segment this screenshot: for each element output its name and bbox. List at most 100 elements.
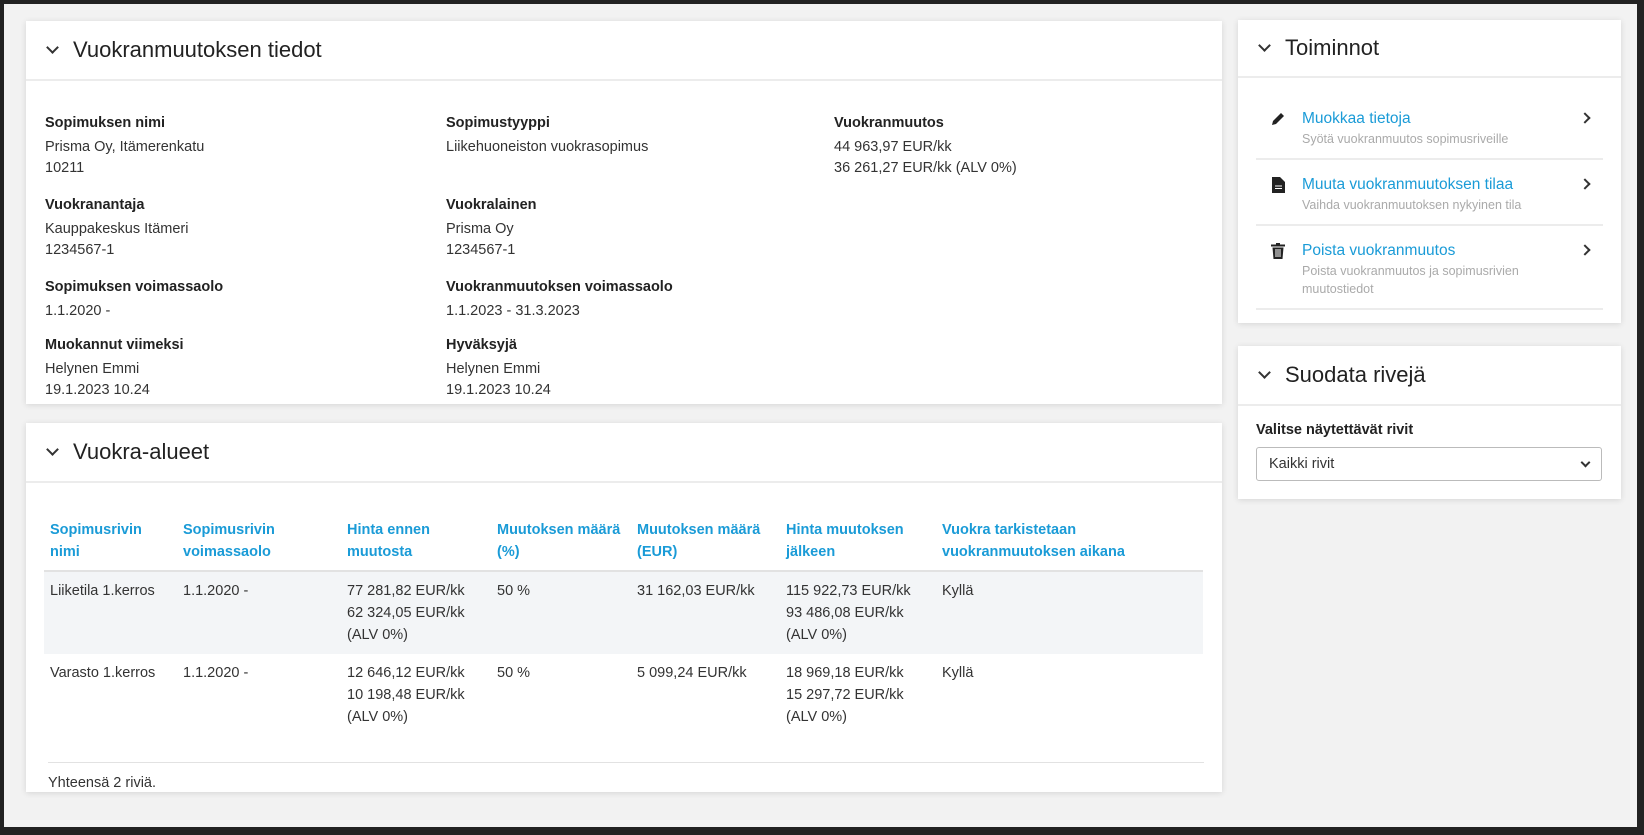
actions-header[interactable]: Toiminnot xyxy=(1238,20,1621,78)
action-item[interactable]: Poista vuokranmuutos Poista vuokranmuutos… xyxy=(1256,226,1603,310)
trash-icon xyxy=(1270,243,1286,259)
chevron-down-icon[interactable] xyxy=(1258,38,1271,52)
column-header[interactable]: Hinta ennen muutosta xyxy=(341,511,491,572)
action-title[interactable]: Poista vuokranmuutos xyxy=(1302,242,1456,259)
rows-select-value: Kaikki rivit xyxy=(1269,456,1335,472)
detail-value: 44 963,97 EUR/kk xyxy=(834,139,952,155)
chevron-down-icon xyxy=(1580,457,1591,468)
detail-field: Vuokranmuutoksen voimassaolo 1.1.2023 - 3… xyxy=(446,277,673,322)
detail-label: Vuokranmuutos xyxy=(834,115,944,131)
filter-label: Valitse näytettävät rivit xyxy=(1256,422,1414,438)
action-subtitle: Vaihda vuokranmuutoksen nykyinen tila xyxy=(1302,198,1522,212)
detail-label: Muokannut viimeksi xyxy=(45,337,184,353)
details-card: Vuokranmuutoksen tiedot Sopimuksen nimi P… xyxy=(26,21,1222,404)
column-header[interactable]: Hinta muutoksen jälkeen xyxy=(780,511,936,572)
cell-pct: 50 % xyxy=(497,665,531,681)
table-row[interactable]: Varasto 1.kerros 1.1.2020 - 12 646,12 EUR/… xyxy=(44,654,1203,736)
cell-pct: 50 % xyxy=(491,571,631,654)
price-line: 93 486,08 EUR/kk xyxy=(786,605,904,621)
price-line: 15 297,72 EUR/kk xyxy=(786,687,904,703)
table-header-row: Sopimusrivin nimi Sopimusrivin voimassaol… xyxy=(44,511,1203,572)
price-line: (ALV 0%) xyxy=(347,627,408,643)
detail-value: Helynen Emmi xyxy=(446,361,541,377)
column-header[interactable]: Vuokra tarkistetaan vuokranmuutoksen aik… xyxy=(936,511,1203,572)
detail-value: Prisma Oy xyxy=(446,221,514,237)
detail-value: 1.1.2020 - xyxy=(45,303,111,319)
action-title[interactable]: Muuta vuokranmuutoksen tilaa xyxy=(1302,176,1514,193)
chevron-down-icon[interactable] xyxy=(46,442,59,456)
cell-after: 18 969,18 EUR/kk 15 297,72 EUR/kk (ALV 0%) xyxy=(780,654,936,736)
pencil-icon xyxy=(1270,111,1286,127)
actions-title: Toiminnot xyxy=(1285,35,1380,60)
details-title: Vuokranmuutoksen tiedot xyxy=(73,37,322,62)
detail-value: 19.1.2023 10.24 xyxy=(446,382,551,398)
detail-label: Vuokranantaja xyxy=(45,197,145,213)
price-line: 10 198,48 EUR/kk xyxy=(347,687,465,703)
detail-value: Kauppakeskus Itämeri xyxy=(45,221,189,237)
column-header[interactable]: Sopimusrivin voimassaolo xyxy=(177,511,341,572)
detail-value: Liikehuoneiston vuokrasopimus xyxy=(446,139,649,155)
detail-value: 1.1.2023 - 31.3.2023 xyxy=(446,303,580,319)
cell-eur: 5 099,24 EUR/kk xyxy=(637,665,747,681)
cell-review: Kyllä xyxy=(936,571,1203,654)
filter-title: Suodata rivejä xyxy=(1285,362,1426,387)
details-header[interactable]: Vuokranmuutoksen tiedot xyxy=(26,21,1222,81)
detail-field: Sopimuksen nimi Prisma Oy, Itämerenkatu 10… xyxy=(45,113,204,179)
detail-value: 36 261,27 EUR/kk (ALV 0%) xyxy=(834,160,1017,176)
column-header[interactable]: Muutoksen määrä (%) xyxy=(491,511,631,572)
detail-label: Hyväksyjä xyxy=(446,337,517,353)
action-text: Muokkaa tietoja Syötä vuokranmuutos sopim… xyxy=(1302,108,1582,148)
page: Vuokranmuutoksen tiedot Sopimuksen nimi P… xyxy=(4,4,1637,827)
detail-label: Sopimuksen voimassaolo xyxy=(45,279,224,295)
cell-before: 77 281,82 EUR/kk 62 324,05 EUR/kk (ALV 0%) xyxy=(341,571,491,654)
action-subtitle: Poista vuokranmuutos ja sopimusrivien mu… xyxy=(1302,264,1519,296)
areas-title: Vuokra-alueet xyxy=(73,439,210,464)
price-line: (ALV 0%) xyxy=(347,709,408,725)
detail-value: Prisma Oy, Itämerenkatu xyxy=(45,139,205,155)
rows-select[interactable]: Kaikki rivit xyxy=(1256,447,1602,481)
price-line: (ALV 0%) xyxy=(786,709,847,725)
action-text: Poista vuokranmuutos Poista vuokranmuutos… xyxy=(1302,240,1582,298)
detail-label: Sopimuksen nimi xyxy=(45,115,166,131)
detail-value: Helynen Emmi xyxy=(45,361,140,377)
cell-name: Varasto 1.kerros xyxy=(50,665,156,681)
areas-header[interactable]: Vuokra-alueet xyxy=(26,423,1222,483)
areas-card: Vuokra-alueet Sopimusrivin nimi Sopimusri… xyxy=(26,423,1222,792)
table-row[interactable]: Liiketila 1.kerros 1.1.2020 -77 281,82 EU… xyxy=(44,571,1203,654)
price-line: (ALV 0%) xyxy=(786,627,847,643)
document-icon xyxy=(1270,177,1286,193)
cell-name: Liiketila 1.kerros xyxy=(44,571,177,654)
price-line: 115 922,73 EUR/kk xyxy=(786,583,911,599)
price-line: 62 324,05 EUR/kk xyxy=(347,605,465,621)
action-title[interactable]: Muokkaa tietoja xyxy=(1302,110,1411,127)
cell-before: 12 646,12 EUR/kk 10 198,48 EUR/kk (ALV 0%) xyxy=(341,654,491,736)
detail-field: Muokannut viimeksi Helynen Emmi 19.1.2023 … xyxy=(45,335,184,401)
detail-field: Sopimuksen voimassaolo 1.1.2020 - xyxy=(45,277,223,322)
detail-field: Hyväksyjä Helynen Emmi 19.1.2023 10.24 xyxy=(446,335,551,401)
detail-label: Sopimustyyppi xyxy=(446,115,550,131)
column-header[interactable]: Muutoksen määrä (EUR) xyxy=(631,511,780,572)
detail-field: Vuokralainen Prisma Oy 1234567-1 xyxy=(446,195,537,261)
chevron-down-icon[interactable] xyxy=(1258,365,1271,379)
detail-field: Vuokranmuutos 44 963,97 EUR/kk 36 261,27 E… xyxy=(834,113,1017,179)
action-item[interactable]: Muokkaa tietoja Syötä vuokranmuutos sopim… xyxy=(1256,94,1603,160)
action-subtitle: Syötä vuokranmuutos sopimusriveille xyxy=(1302,132,1509,146)
cell-validity: 1.1.2020 - xyxy=(183,665,249,681)
price-line: 77 281,82 EUR/kk xyxy=(347,583,465,599)
action-text: Muuta vuokranmuutoksen tilaa Vaihda vuokr… xyxy=(1302,174,1582,214)
price-line: 18 969,18 EUR/kk xyxy=(786,665,904,681)
action-item[interactable]: Muuta vuokranmuutoksen tilaa Vaihda vuokr… xyxy=(1256,160,1603,226)
cell-after: 115 922,73 EUR/kk 93 486,08 EUR/kk (ALV 0%… xyxy=(780,571,936,654)
cell-review: Kyllä xyxy=(942,665,974,681)
detail-field: Sopimustyyppi Liikehuoneiston vuokrasopim… xyxy=(446,113,648,158)
detail-field: Vuokranantaja Kauppakeskus Itämeri 1234567… xyxy=(45,195,188,261)
cell-eur: 31 162,03 EUR/kk xyxy=(631,571,780,654)
detail-value: 1234567-1 xyxy=(45,242,115,258)
detail-value: 10211 xyxy=(45,160,85,176)
filter-card: Suodata rivejä Valitse näytettävät rivit… xyxy=(1238,346,1621,499)
column-header[interactable]: Sopimusrivin nimi xyxy=(44,511,177,572)
chevron-down-icon[interactable] xyxy=(46,40,59,54)
price-line: 12 646,12 EUR/kk xyxy=(347,665,465,681)
filter-header[interactable]: Suodata rivejä xyxy=(1238,346,1621,406)
detail-value: 1234567-1 xyxy=(446,242,516,258)
